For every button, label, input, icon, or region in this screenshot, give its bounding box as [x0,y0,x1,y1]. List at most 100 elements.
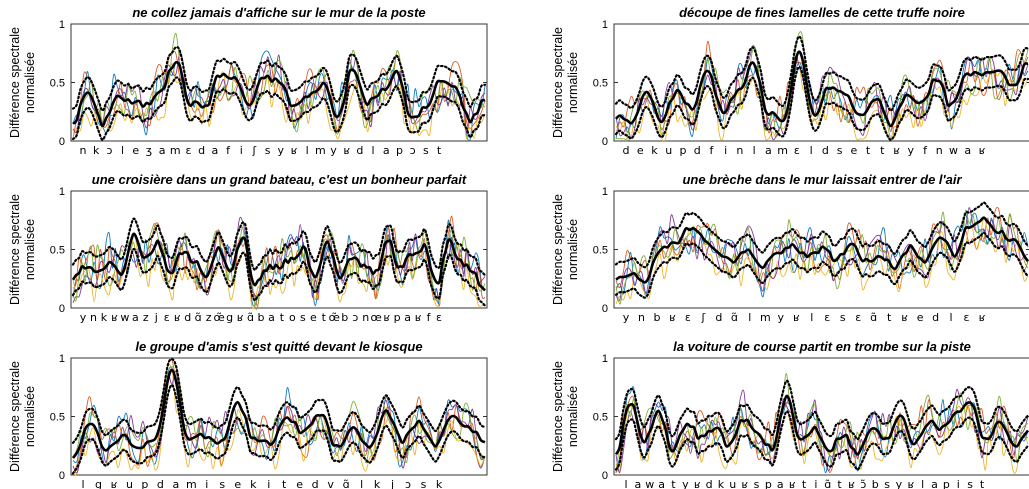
phoneme-label: t [866,144,871,157]
y-tick-label: 0.5 [50,78,65,90]
phoneme-label: ɔ̃ [860,478,866,489]
phoneme-label: d [157,478,164,489]
phoneme-label: a [404,311,411,324]
phoneme-label: a [765,144,772,157]
upper-bound-line [71,45,487,112]
phoneme-label: a [159,144,166,157]
phoneme-label: ɑ̃ [870,311,877,324]
chart-title: le groupe d'amis s'est quitté devant le … [135,339,422,354]
lower-bound-line [71,384,487,475]
phoneme-label: j [390,478,394,489]
phoneme-label: y [330,144,337,157]
y-tick-label: 0 [602,470,608,482]
phoneme-label: d [932,311,939,324]
phoneme-label: t [887,311,892,324]
phoneme-label: p [141,478,148,489]
y-tick-label: 1 [602,19,608,31]
phoneme-label: s [265,144,271,157]
phoneme-label: a [964,144,971,157]
phoneme-label: ʁ [901,311,908,324]
lower-bound-line [614,65,1029,141]
phoneme-label: l [306,144,309,157]
upper-bound-line [614,35,1029,112]
phoneme-label: a [268,311,275,324]
phoneme-label: a [658,478,665,489]
phoneme-label: d [694,144,701,157]
phoneme-label: b [872,478,879,489]
mean-line [615,216,1029,284]
phoneme-label: ʁ [793,311,800,324]
phoneme-label: d [198,144,205,157]
phoneme-label: ɑ̃ [343,478,350,489]
phoneme-label: ɛ [186,144,192,157]
phoneme-label: ʁ [979,144,986,157]
phoneme-label: ɑ̃ [247,311,254,324]
y-tick-label: 1 [59,186,65,198]
phoneme-label: ʁ [789,478,796,489]
y-axis-label-line2: normalisée [23,52,37,113]
phoneme-label: ʁ [893,144,900,157]
mean-line [72,60,486,128]
y-tick-label: 0 [602,136,608,148]
participant-line [615,388,1029,474]
phoneme-label: l [81,478,84,489]
phoneme-label: a [931,478,938,489]
phoneme-label: y [278,144,285,157]
phoneme-label: t [980,478,985,489]
chart-panel-1: ne collez jamais d'affiche sur le mur de… [8,5,488,157]
y-axis-label: Différence spectrale [551,194,565,305]
phoneme-label: t [282,478,287,489]
phoneme-label: k [651,144,658,157]
y-axis-label-line2: normalisée [23,219,37,280]
y-tick-label: 0.5 [50,412,65,424]
phoneme-label: ɑ̃ [195,311,202,324]
lower-bound-line [614,231,1029,299]
y-axis-label-line2: normalisée [23,386,37,447]
mean-line [71,232,486,292]
phoneme-label: d [715,311,722,324]
phoneme-label: k [718,478,725,489]
phoneme-label: t [437,144,442,157]
participant-line [615,395,1029,473]
phoneme-label: k [374,478,381,489]
phoneme-label: s [840,311,846,324]
phoneme-label: e [132,144,139,157]
phoneme-label: ɔ [106,144,112,157]
phoneme-label: m [170,144,181,157]
phoneme-label: ɛ [794,144,800,157]
phoneme-label: t [802,478,807,489]
phoneme-label: s [884,478,890,489]
y-tick-label: 0.5 [593,78,608,90]
y-tick-label: 0.5 [593,412,608,424]
phoneme-label: i [267,478,270,489]
phoneme-label: ɛ [685,311,691,324]
phoneme-label: ʁ [741,478,748,489]
participant-line [615,59,1029,143]
phoneme-label: o [289,311,296,324]
phoneme-label: b [653,311,660,324]
phoneme-label: n [736,144,743,157]
phoneme-label: s [754,478,760,489]
y-axis-label: Différence spectrale [551,27,565,138]
phoneme-label: y [623,311,630,324]
phoneme-label: b [341,311,348,324]
y-axis-label-line2: normalisée [566,52,580,113]
participant-line [72,32,486,140]
chart-panel-5: le groupe d'amis s'est quitté devant le … [8,339,488,489]
phoneme-label: s [423,144,429,157]
phoneme-label: w [120,311,129,324]
phoneme-label: s [837,144,843,157]
y-tick-label: 0 [602,303,608,315]
chart-panel-6: la voiture de course partit en trombe su… [551,339,1029,489]
phoneme-label: t [280,311,285,324]
phoneme-label: l [921,478,924,489]
phoneme-label: n [80,144,87,157]
y-axis-label: Différence spectrale [8,361,22,472]
phoneme-label: s [300,311,306,324]
phoneme-label: a [383,144,390,157]
y-tick-label: 1 [602,186,608,198]
participant-line [72,364,486,464]
phoneme-label: ʁ [669,311,676,324]
chart-title: la voiture de course partit en trombe su… [673,339,971,354]
